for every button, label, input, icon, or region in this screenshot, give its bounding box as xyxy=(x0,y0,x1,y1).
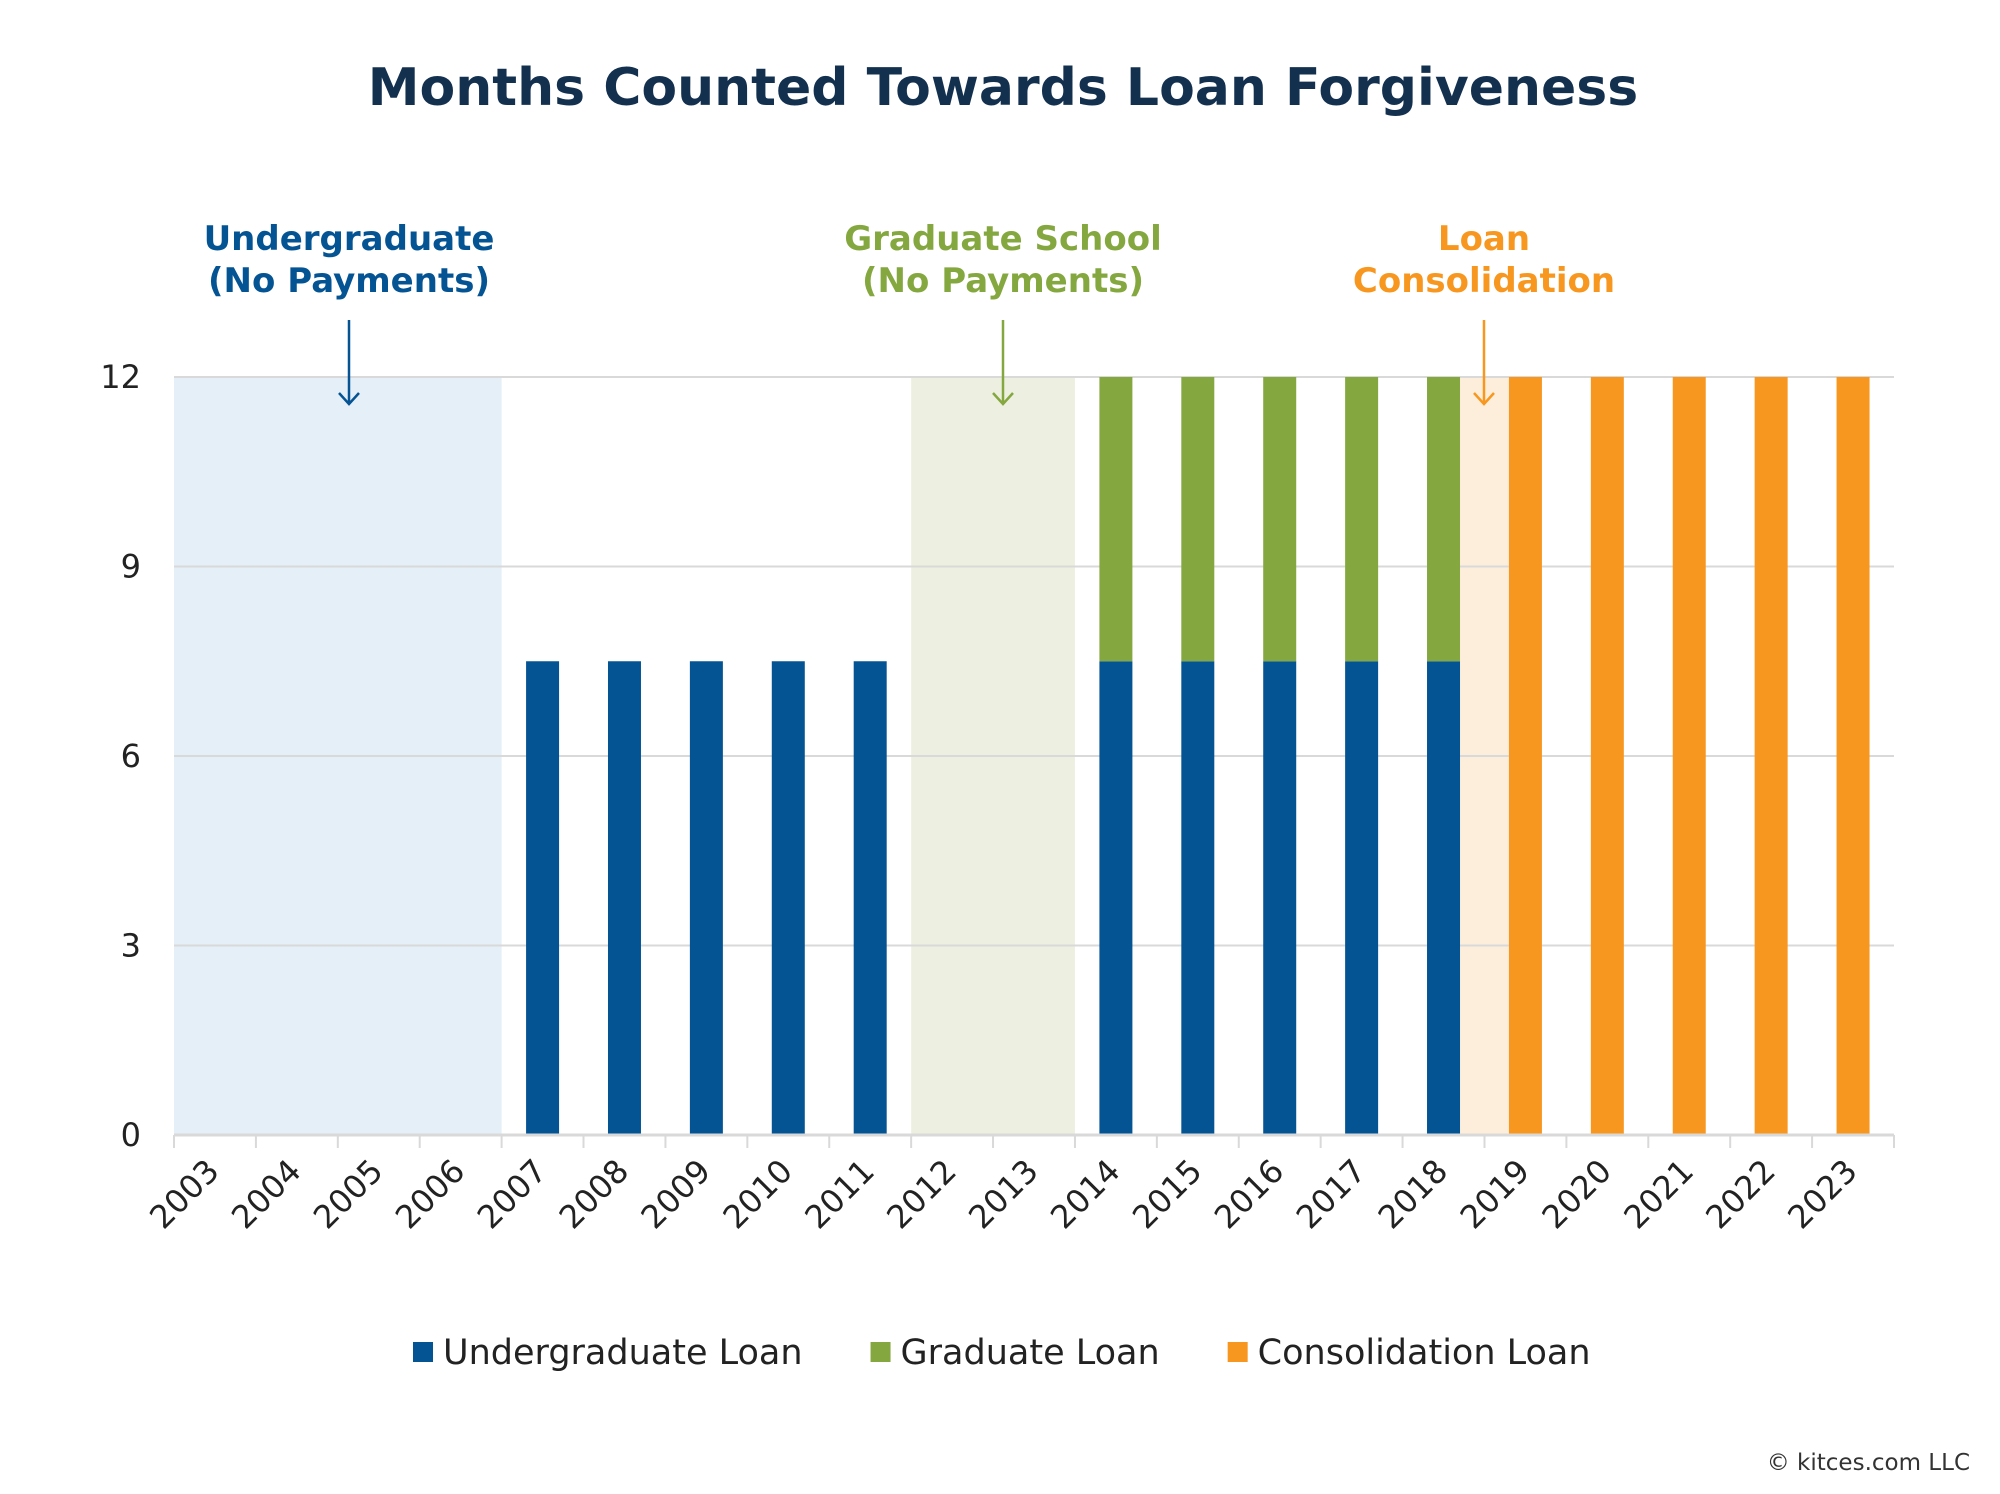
chart-title: Months Counted Towards Loan Forgiveness xyxy=(368,58,1638,118)
x-tick-label: 2013 xyxy=(961,1152,1045,1236)
bar-consolidation-loan xyxy=(1672,377,1706,1135)
bar-graduate-loan xyxy=(1345,377,1379,662)
copyright: © kitces.com LLC xyxy=(1767,1450,1970,1476)
x-tick-label: 2020 xyxy=(1535,1152,1619,1236)
bar-undergraduate-loan xyxy=(771,661,805,1135)
bar-graduate-loan xyxy=(1181,377,1215,662)
annotation-label: (No Payments) xyxy=(862,261,1144,301)
x-tick-label: 2015 xyxy=(1125,1152,1209,1236)
bar-undergraduate-loan xyxy=(1345,661,1379,1135)
bar-undergraduate-loan xyxy=(853,661,887,1135)
annotation-label: Consolidation xyxy=(1353,261,1615,301)
bar-undergraduate-loan xyxy=(607,661,641,1135)
annotation-label: Loan xyxy=(1438,219,1530,259)
x-tick-label: 2007 xyxy=(470,1152,554,1236)
x-tick-label: 2021 xyxy=(1616,1152,1700,1236)
legend-label: Consolidation Loan xyxy=(1258,1333,1591,1373)
legend-swatch xyxy=(870,1342,891,1362)
legend-swatch xyxy=(1227,1342,1248,1362)
bar-undergraduate-loan xyxy=(526,661,560,1135)
x-tick-label: 2003 xyxy=(142,1152,226,1236)
bar-undergraduate-loan xyxy=(1181,661,1215,1135)
bar-consolidation-loan xyxy=(1508,377,1542,1135)
x-tick-label: 2005 xyxy=(306,1152,390,1236)
bar-consolidation-loan xyxy=(1836,377,1870,1135)
x-tick-label: 2010 xyxy=(715,1152,799,1236)
y-tick-label: 3 xyxy=(121,927,141,965)
y-tick-label: 12 xyxy=(100,358,141,396)
x-tick-label: 2023 xyxy=(1780,1152,1864,1236)
y-tick-label: 6 xyxy=(121,737,141,775)
bar-consolidation-loan xyxy=(1590,377,1624,1135)
bar-graduate-loan xyxy=(1427,377,1461,662)
y-tick-label: 9 xyxy=(121,548,141,586)
x-tick-label: 2006 xyxy=(388,1152,472,1236)
x-tick-label: 2012 xyxy=(879,1152,963,1236)
down-arrow-icon xyxy=(338,320,360,406)
x-tick-label: 2004 xyxy=(224,1152,308,1236)
x-tick-label: 2011 xyxy=(797,1152,881,1236)
down-arrow-icon xyxy=(1473,320,1495,406)
x-tick-label: 2014 xyxy=(1043,1152,1127,1236)
x-tick-label: 2017 xyxy=(1289,1152,1373,1236)
x-tick-label: 2009 xyxy=(634,1152,718,1236)
x-tick-label: 2022 xyxy=(1698,1152,1782,1236)
bar-undergraduate-loan xyxy=(1099,661,1133,1135)
annotation-label: Graduate School xyxy=(844,219,1161,259)
legend-label: Graduate Loan xyxy=(901,1333,1160,1373)
legend-swatch xyxy=(413,1342,433,1362)
bar-graduate-loan xyxy=(1099,377,1133,662)
down-arrow-icon xyxy=(992,320,1014,406)
bar-undergraduate-loan xyxy=(689,661,723,1135)
bar-undergraduate-loan xyxy=(1263,661,1297,1135)
annotation-label: Undergraduate xyxy=(204,219,495,259)
annotation-label: (No Payments) xyxy=(208,261,490,301)
y-tick-label: 0 xyxy=(121,1116,141,1154)
legend-label: Undergraduate Loan xyxy=(443,1333,803,1373)
bar-graduate-loan xyxy=(1263,377,1297,662)
x-tick-label: 2016 xyxy=(1207,1152,1291,1236)
x-tick-label: 2019 xyxy=(1453,1152,1537,1236)
bar-undergraduate-loan xyxy=(1427,661,1461,1135)
bar-consolidation-loan xyxy=(1754,377,1788,1135)
x-tick-label: 2018 xyxy=(1371,1152,1455,1236)
x-tick-label: 2008 xyxy=(552,1152,636,1236)
